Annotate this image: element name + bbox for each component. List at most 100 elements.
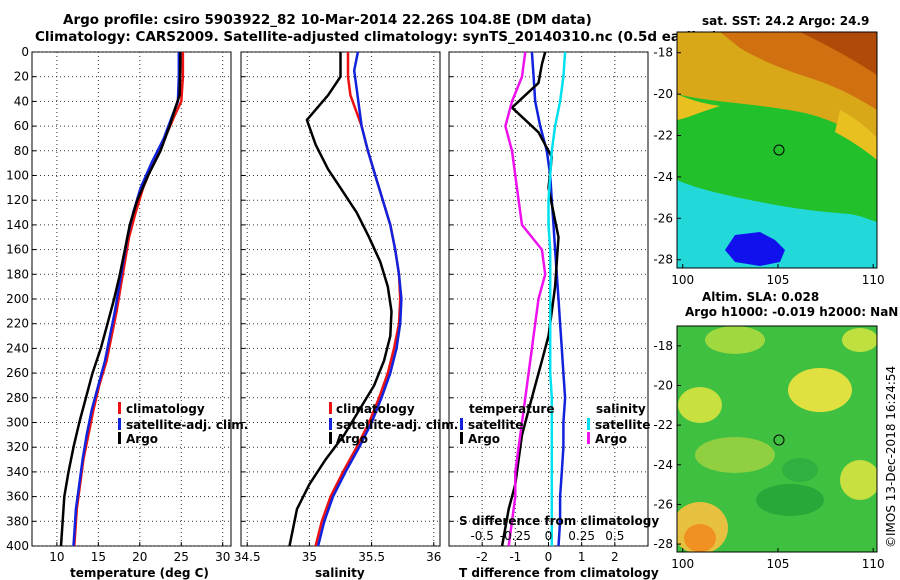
argo-position-marker [773,434,785,446]
depth-tick-label: 240 [6,341,29,355]
difference-grid [449,51,648,547]
series-line-satellite-adj-clim- [316,51,403,547]
sst-map-frame [676,31,878,269]
depth-tick-label: 360 [6,490,29,504]
t-difference-tick-labels: -2 -1 0 1 2 [476,542,619,564]
x-tick-label: 10 [49,550,64,564]
depth-tick-label: 200 [6,292,29,306]
x-tick-label: 36 [426,550,441,564]
salinity-series [288,51,403,547]
salinity-tick-labels: 34.5 35 35.5 36 [234,542,441,564]
latitude-tick-label: -26 [653,211,673,225]
temperature-series [59,52,185,547]
latitude-tick-label: -22 [653,418,673,432]
s-tick-label: -0.5 [470,529,493,543]
depth-tick-label: 120 [6,193,29,207]
argo-position-marker [773,144,785,156]
sst-map-title: sat. SST: 24.2 Argo: 24.9 [702,14,869,28]
sla-longitude-ticks: 100 105 110 [671,548,885,571]
legend-sal-argo: Argo [595,432,627,446]
temperature-panel: 0 20 40 60 80 100 120 140 160 180 200 220 240 260 280 3… [6,45,248,580]
legend-swatch-satellite [329,418,332,430]
longitude-tick-label: 100 [671,273,694,287]
sst-field [677,32,877,268]
legend-argo: Argo [336,432,368,446]
longitude-tick-label: 100 [671,557,694,571]
legend-swatch-climatology [329,402,332,414]
longitude-tick-label: 105 [766,273,789,287]
legend-swatch-sal-argo [587,432,590,444]
imos-watermark: ©IMOS 13-Dec-2018 16:24:54 [884,366,898,548]
longitude-tick-label: 110 [862,273,885,287]
series-line-salinity-argo [504,51,547,547]
legend-satellite-adj: satellite-adj. clim. [336,418,458,432]
sla-field [677,326,877,552]
latitude-tick-label: -24 [653,458,673,472]
latitude-tick-label: -24 [653,170,673,184]
salinity-panel-frame [240,51,441,547]
x-tick-label: 25 [174,550,189,564]
sla-latitude-ticks: -18 -20 -22 -24 -26 -28 [653,339,681,551]
s-difference-tick-labels: -0.5 -0.25 0 0.25 0.5 [470,529,624,543]
s-tick-label: 0.25 [568,529,595,543]
legend-satellite-adj: satellite-adj. clim. [126,418,248,432]
difference-series [500,51,567,547]
depth-tick-label: 100 [6,169,29,183]
s-tick-label: -0.25 [500,529,531,543]
legend-swatch-argo [329,432,332,444]
latitude-tick-label: -28 [653,537,673,551]
salinity-axis-label: salinity [315,566,365,580]
x-tick-label: -1 [509,550,521,564]
s-tick-label: 0.5 [605,529,624,543]
depth-tick-label: 80 [14,144,29,158]
latitude-tick-label: -22 [653,129,673,143]
legend-argo: Argo [126,432,158,446]
sla-map-subtitle: Argo h1000: -0.019 h2000: NaN [685,305,898,319]
sla-map-frame [676,325,878,553]
salinity-panel: 34.5 35 35.5 36 salinity climatology satell… [234,51,458,580]
series-line-satellite-adj-clim- [72,52,181,547]
t-difference-axis-label: T difference from climatology [459,566,659,580]
sla-map: Altim. SLA: 0.028 Argo h1000: -0.019 h20… [653,290,898,571]
sst-longitude-ticks: 100 105 110 [671,264,885,287]
series-line-temperature-satellite [530,51,567,547]
depth-tick-label: 40 [14,94,29,108]
x-tick-label: 35 [302,550,317,564]
series-line-salinity-satellite [547,51,567,546]
depth-tick-label: 320 [6,440,29,454]
s-tick-label: 0 [545,529,553,543]
depth-tick-label: 20 [14,70,29,84]
x-tick-label: 34.5 [234,550,261,564]
depth-tick-label: 260 [6,366,29,380]
legend-climatology: climatology [336,402,415,416]
legend-temp-satellite: satellite [468,418,523,432]
temperature-panel-frame [31,51,232,547]
depth-tick-label: 60 [14,119,29,133]
difference-panel: -2 -1 0 1 2 -0.5 -0.25 0 0.25 0.5 T difference f… [448,51,659,580]
x-tick-label: 0 [545,550,553,564]
legend-temperature-heading: temperature [469,402,554,416]
longitude-tick-label: 105 [766,557,789,571]
sla-map-title: Altim. SLA: 0.028 [702,290,819,304]
sst-latitude-ticks: -18 -20 -22 -24 -26 -28 [653,46,681,267]
series-line-argo [59,52,182,547]
depth-tick-label: 160 [6,243,29,257]
legend-temp-argo: Argo [468,432,500,446]
longitude-tick-label: 110 [862,557,885,571]
salinity-legend: climatology satellite-adj. clim. Argo [329,402,458,446]
legend-swatch-climatology [118,402,121,414]
legend-swatch-sal-satellite [587,418,590,430]
s-difference-axis-label: S difference from climatology [459,514,659,528]
x-tick-label: 2 [611,550,619,564]
latitude-tick-label: -20 [653,378,673,392]
legend-swatch-temp-satellite [460,418,463,430]
series-line-temperature-argo [500,51,560,547]
legend-salinity-heading: salinity [596,402,646,416]
latitude-tick-label: -28 [653,253,673,267]
x-tick-label: 15 [91,550,106,564]
depth-tick-label: 340 [6,465,29,479]
x-tick-label: 20 [132,550,147,564]
depth-tick-label: 300 [6,416,29,430]
difference-panel-frame [448,51,649,547]
series-line-argo [288,52,393,547]
